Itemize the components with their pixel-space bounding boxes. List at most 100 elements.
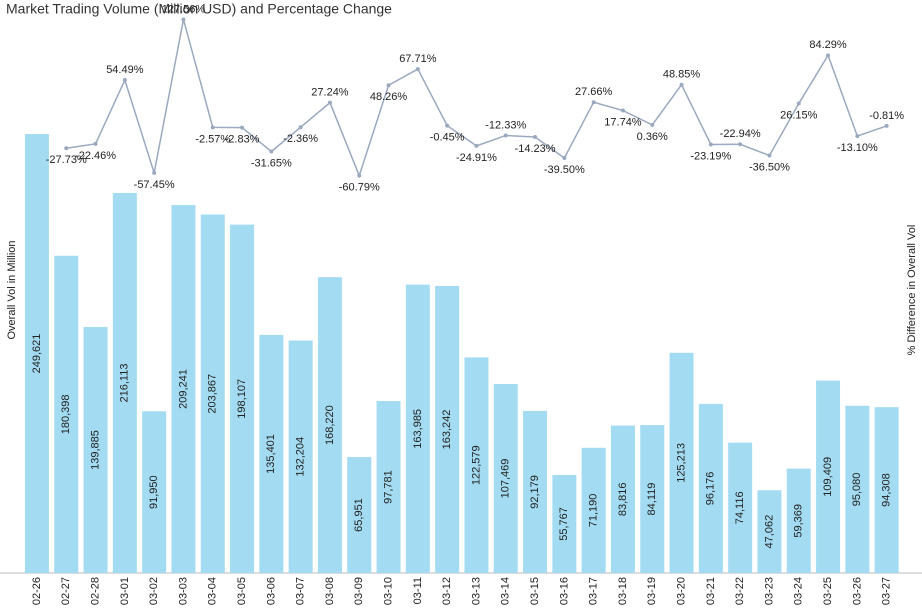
bar-label: 96,176 (705, 472, 717, 506)
line-label: 17.74% (604, 116, 642, 128)
bar (288, 340, 313, 573)
x-tick-label: 03-04 (207, 577, 219, 605)
line-label: -22.94% (720, 128, 761, 140)
line-label: 54.49% (106, 64, 144, 76)
line-label: 127.56% (162, 3, 206, 15)
line-point (122, 78, 127, 83)
bar (464, 357, 489, 573)
line-label: -39.50% (544, 164, 585, 176)
bar (669, 352, 694, 573)
bar (83, 327, 108, 573)
bar (200, 214, 225, 573)
line-label: 27.66% (575, 86, 613, 98)
bar (523, 410, 548, 573)
bar-label: 163,985 (412, 409, 424, 449)
bar-label: 132,204 (295, 437, 307, 477)
bar (493, 384, 518, 573)
line-point (767, 153, 772, 158)
bar (786, 468, 811, 573)
x-tick-label: 03-08 (324, 577, 336, 605)
bar-label: 83,816 (617, 482, 629, 516)
bar (435, 285, 460, 573)
x-tick-label: 03-14 (500, 577, 512, 605)
x-tick-label: 03-15 (529, 577, 541, 605)
bar (610, 425, 635, 573)
bar (874, 407, 899, 573)
bar-label: 203,867 (207, 374, 219, 414)
line-point (855, 134, 860, 139)
x-tick-label: 03-05 (236, 577, 248, 605)
bar (259, 334, 284, 573)
line-point (826, 53, 831, 58)
bar (24, 134, 49, 573)
line-point (64, 146, 69, 151)
line-label: -57.45% (134, 179, 175, 191)
bar-label: 216,113 (119, 364, 131, 403)
line-point (181, 17, 186, 22)
chart-title: Market Trading Volume (Million USD) and … (6, 1, 392, 17)
x-tick-label: 03-21 (705, 577, 717, 605)
line-label: -31.65% (251, 157, 292, 169)
bar-label: 92,179 (529, 475, 541, 509)
line-label: -12.33% (485, 119, 526, 131)
line-point (210, 125, 215, 130)
bar (112, 192, 137, 573)
bar-label: 84,119 (646, 483, 658, 516)
x-tick-label: 02-26 (31, 577, 43, 605)
bar (698, 403, 723, 573)
bar (816, 380, 841, 573)
y-axis-title: Overall Vol in Million (6, 240, 18, 339)
bar-label: 125,213 (675, 443, 687, 483)
x-tick-label: 03-01 (119, 577, 131, 605)
line-point (533, 135, 538, 140)
line-point (503, 133, 508, 138)
line-point (240, 125, 245, 130)
x-tick-label: 03-24 (793, 577, 805, 605)
x-tick-label: 03-06 (265, 577, 277, 605)
line-label: 27.24% (311, 87, 349, 99)
bar (845, 405, 870, 573)
line-label: -0.45% (430, 132, 465, 144)
x-tick-label: 03-16 (558, 577, 570, 605)
line-label: -14.23% (515, 143, 556, 155)
line-point (562, 155, 567, 160)
line-label: -24.91% (456, 152, 497, 164)
line-point (884, 123, 889, 128)
line-point (650, 122, 655, 127)
bar (405, 284, 430, 573)
x-tick-label: 02-27 (60, 577, 72, 605)
line-label: -2.83% (225, 133, 260, 145)
bar-label: 249,621 (31, 334, 43, 374)
x-tick-label: 03-11 (412, 577, 424, 604)
x-tick-label: 03-17 (588, 577, 600, 605)
line-label: 48.85% (663, 69, 701, 81)
line-point (474, 143, 479, 148)
x-tick-label: 03-18 (617, 577, 629, 605)
bar-label: 74,116 (734, 491, 746, 524)
line-point (152, 170, 157, 175)
line-label: -22.46% (75, 150, 116, 162)
line-point (445, 123, 450, 128)
line-label: -36.50% (749, 161, 790, 173)
line-label: -0.81% (869, 110, 904, 122)
line-label: -60.79% (339, 182, 380, 194)
bar-label: 122,579 (470, 445, 482, 485)
x-tick-label: 03-03 (177, 577, 189, 605)
line-point (708, 142, 713, 147)
x-tick-label: 03-09 (353, 577, 365, 605)
line-point (269, 149, 274, 154)
line-point (796, 101, 801, 106)
bar-label: 168,220 (324, 405, 336, 445)
bar-label: 47,062 (763, 515, 775, 549)
bar (142, 411, 167, 573)
x-tick-label: 03-22 (734, 577, 746, 605)
x-tick-label: 03-13 (470, 577, 482, 605)
x-tick-label: 03-27 (881, 577, 893, 605)
x-tick-label: 03-23 (763, 577, 775, 605)
line-point (93, 141, 98, 146)
bar-label: 135,401 (265, 434, 277, 474)
line-point (298, 125, 303, 130)
bar-label: 180,398 (60, 395, 72, 435)
line-point (415, 67, 420, 72)
